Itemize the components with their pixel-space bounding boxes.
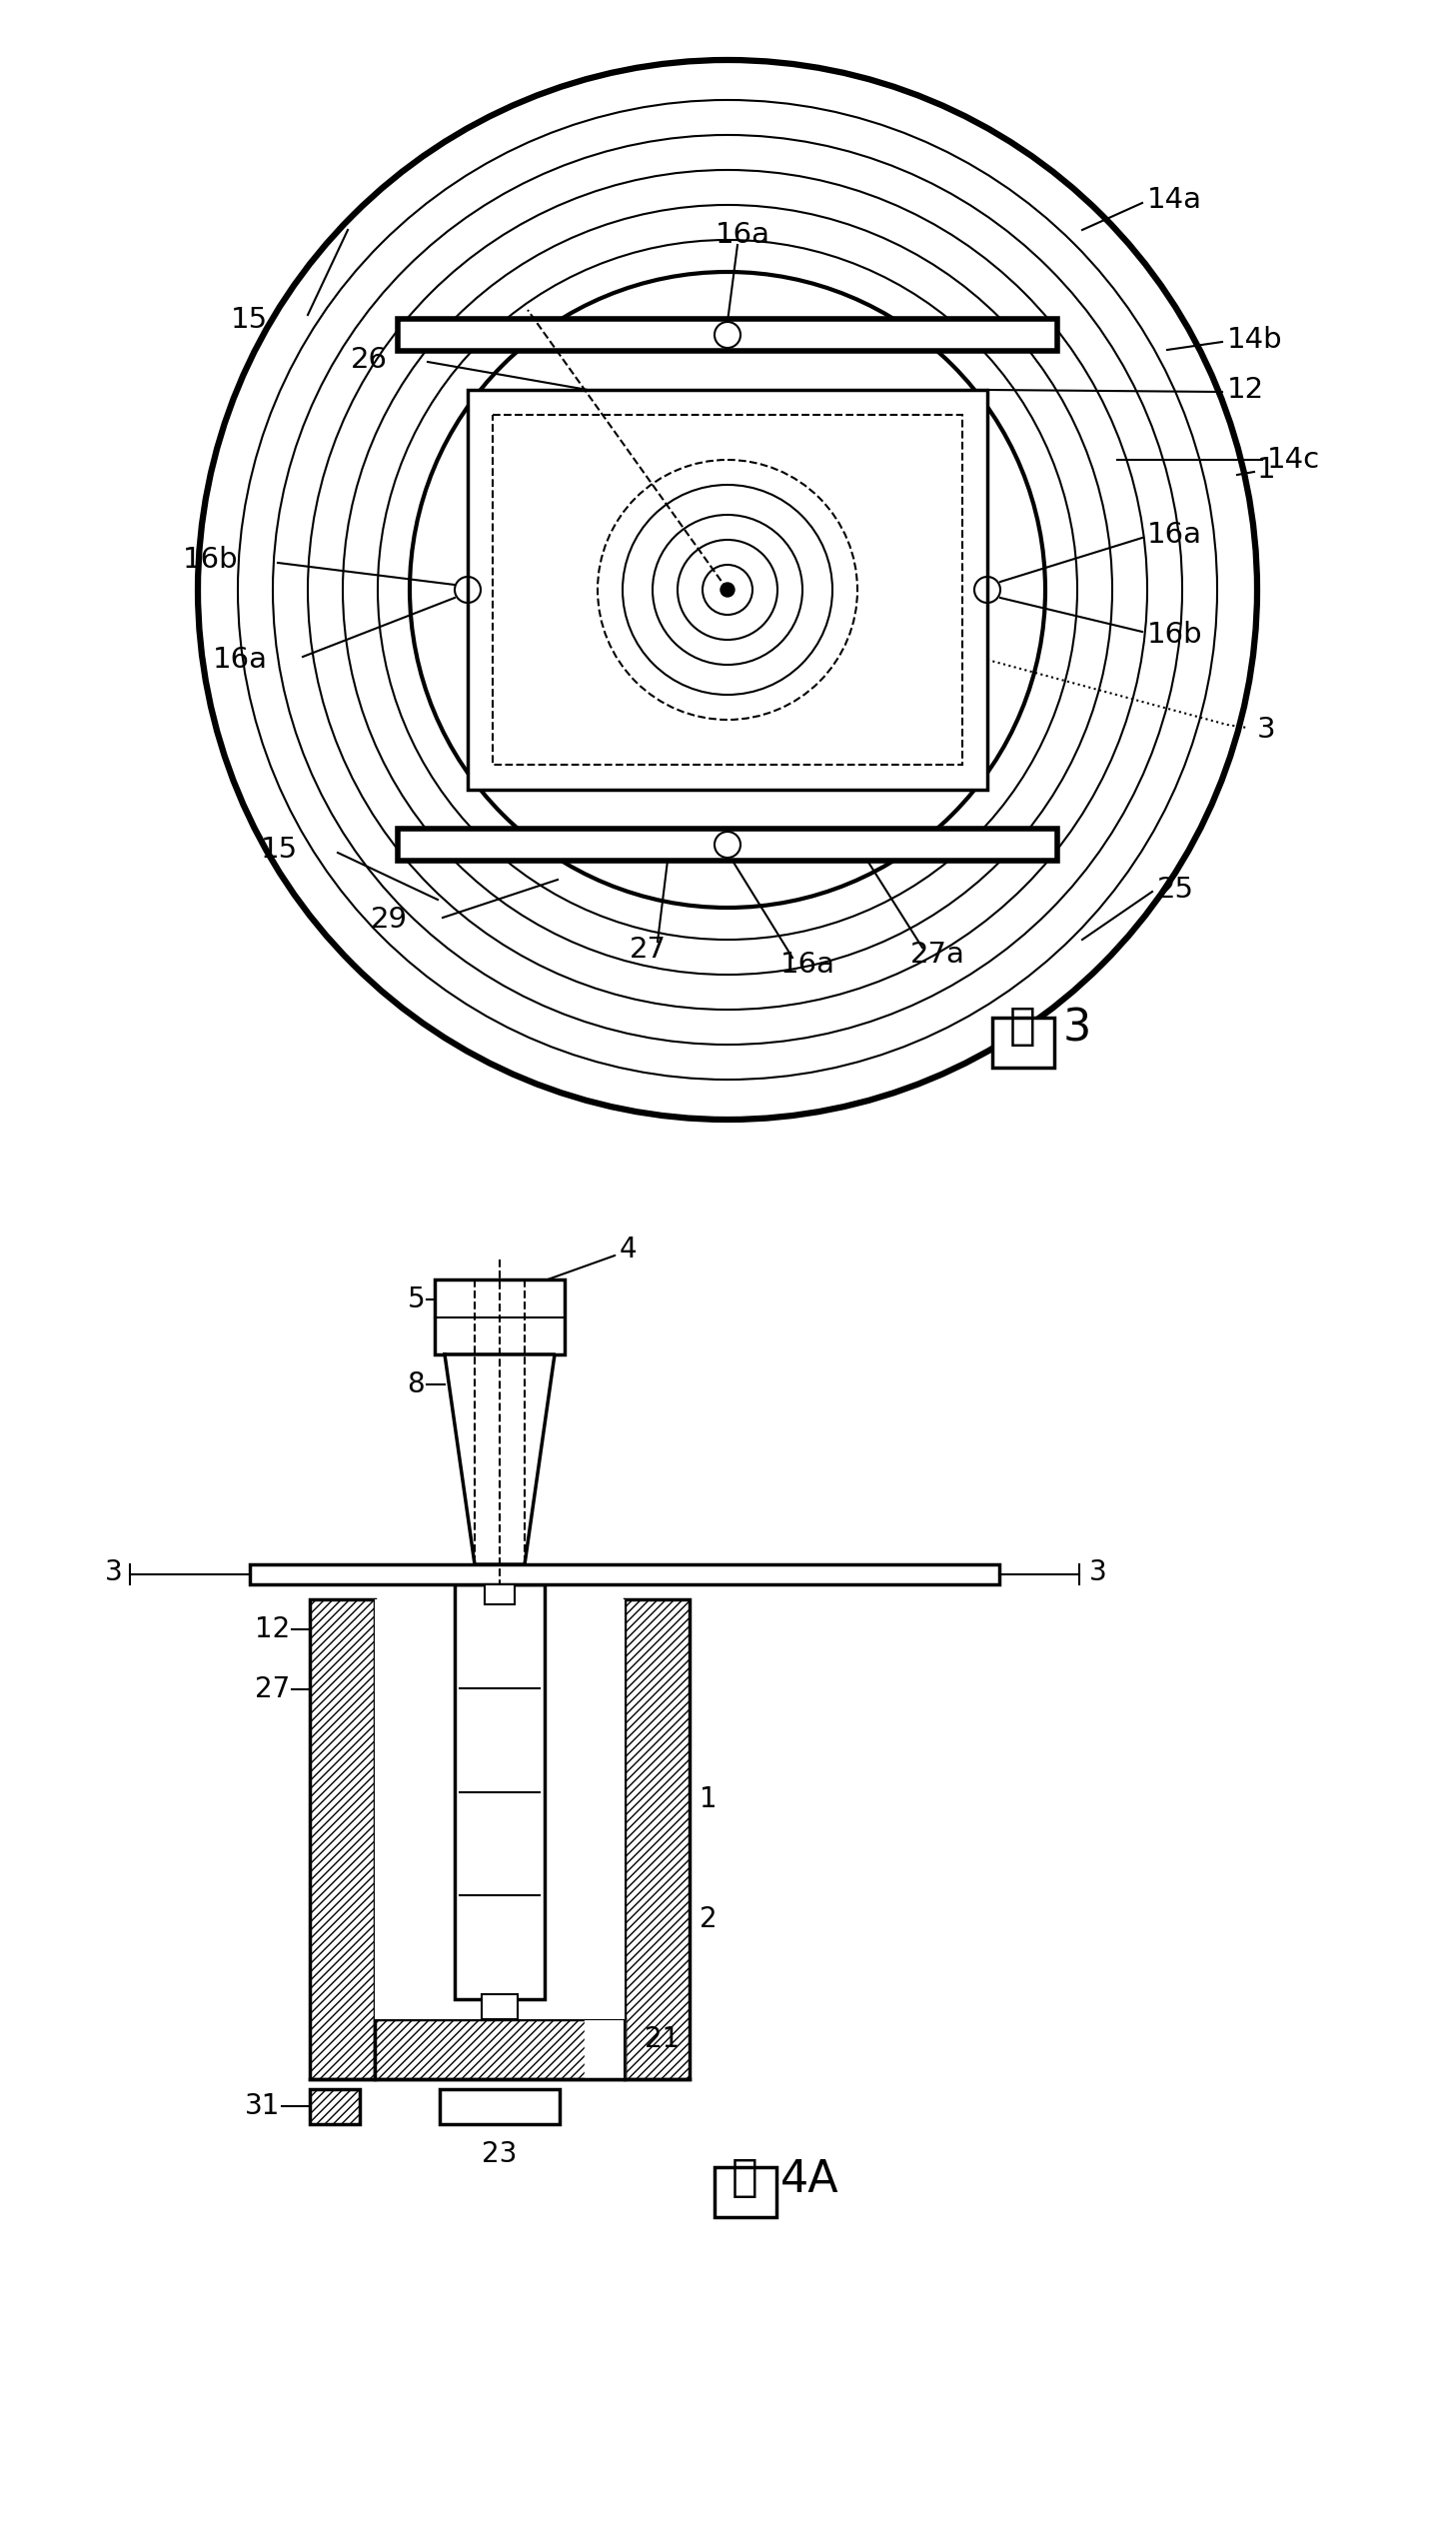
Bar bbox=[310, 2089, 360, 2124]
Bar bbox=[435, 1280, 565, 1356]
Text: 2: 2 bbox=[699, 1904, 718, 1932]
Text: 3: 3 bbox=[105, 1558, 122, 1586]
Bar bbox=[467, 389, 987, 789]
Text: 1: 1 bbox=[1257, 455, 1275, 483]
Text: 25: 25 bbox=[1158, 875, 1194, 903]
Text: 27a: 27a bbox=[910, 941, 965, 969]
Bar bbox=[310, 1598, 374, 2079]
Text: 27: 27 bbox=[255, 1674, 290, 1705]
Text: 1: 1 bbox=[699, 1785, 718, 1813]
Bar bbox=[715, 2167, 776, 2218]
Text: 26: 26 bbox=[351, 346, 387, 374]
Text: 27: 27 bbox=[629, 936, 665, 964]
Text: 16a: 16a bbox=[1147, 521, 1203, 549]
Circle shape bbox=[721, 582, 734, 597]
Text: 15: 15 bbox=[261, 835, 298, 865]
Text: 14c: 14c bbox=[1267, 445, 1321, 473]
Text: 8a: 8a bbox=[495, 1431, 530, 1459]
Text: 3: 3 bbox=[1257, 716, 1275, 744]
Bar bbox=[374, 1598, 625, 2018]
Text: 5: 5 bbox=[408, 1285, 425, 1313]
Bar bbox=[374, 2018, 625, 2079]
Text: 21: 21 bbox=[645, 2026, 680, 2054]
Text: 14a: 14a bbox=[1147, 187, 1203, 215]
Text: 4: 4 bbox=[620, 1237, 638, 1264]
Text: 15: 15 bbox=[230, 306, 268, 334]
Polygon shape bbox=[444, 1356, 555, 1565]
Text: 4A: 4A bbox=[780, 2157, 839, 2200]
Text: 8: 8 bbox=[408, 1371, 425, 1399]
Text: 31: 31 bbox=[245, 2091, 280, 2119]
Text: 14b: 14b bbox=[1227, 326, 1283, 354]
Bar bbox=[397, 830, 1057, 860]
Text: 12: 12 bbox=[1227, 377, 1264, 405]
Text: 12: 12 bbox=[255, 1616, 290, 1644]
Bar bbox=[440, 2089, 559, 2124]
Bar bbox=[454, 1583, 545, 2000]
Bar bbox=[485, 1583, 514, 1603]
Bar bbox=[482, 1995, 518, 2018]
Text: 3: 3 bbox=[1063, 1007, 1092, 1050]
Bar bbox=[993, 1017, 1054, 1067]
Bar bbox=[492, 415, 962, 764]
Text: 3: 3 bbox=[1089, 1558, 1107, 1586]
Text: 16a: 16a bbox=[780, 951, 834, 979]
Text: 29: 29 bbox=[371, 905, 408, 933]
Text: 图: 图 bbox=[1009, 1004, 1035, 1047]
Text: 23: 23 bbox=[482, 2140, 517, 2167]
Bar bbox=[250, 1565, 999, 1583]
Text: 16a: 16a bbox=[715, 220, 770, 248]
Text: 16b: 16b bbox=[1147, 620, 1203, 650]
Text: 16a: 16a bbox=[213, 645, 268, 673]
Bar bbox=[397, 319, 1057, 352]
Text: 16b: 16b bbox=[182, 546, 237, 574]
Text: 图: 图 bbox=[731, 2157, 759, 2200]
Bar bbox=[625, 1598, 690, 2079]
Polygon shape bbox=[585, 2018, 625, 2079]
